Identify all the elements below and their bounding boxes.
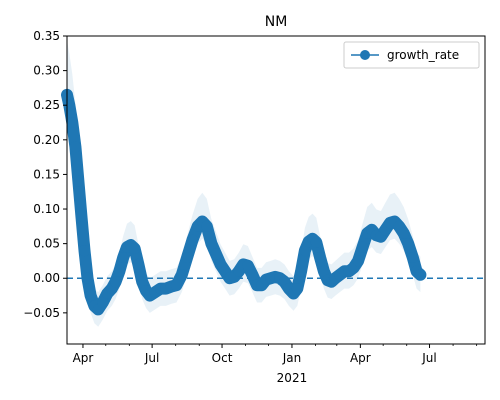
data-point [310, 236, 322, 248]
x-tick-label: Jan [282, 351, 302, 365]
legend: growth_rate [343, 41, 480, 69]
data-point [407, 252, 419, 263]
chart-title: NM [265, 14, 288, 30]
y-tick-label: 0.10 [33, 202, 60, 216]
data-point [186, 234, 198, 246]
data-point [246, 269, 258, 281]
data-point [75, 210, 87, 222]
x-axis: Apr Jul Oct Jan Apr Jul 2021 [73, 344, 478, 385]
data-point [113, 265, 125, 277]
y-tick-label: 0.20 [33, 133, 60, 147]
data-point [205, 238, 217, 250]
data-point [210, 248, 222, 260]
data-point [398, 227, 410, 239]
x-tick-label: Apr [350, 351, 371, 365]
data-point [79, 245, 90, 257]
data-point [357, 241, 369, 253]
data-point [314, 252, 326, 263]
y-axis: −0.05 0.00 0.05 0.10 0.15 0.20 0.25 0.30 0.35 [23, 29, 67, 320]
data-point [69, 141, 81, 153]
data-point [72, 175, 84, 187]
data-point [85, 290, 97, 302]
data-point [299, 245, 311, 257]
y-tick-label: 0.30 [33, 64, 60, 78]
y-tick-label: 0.05 [33, 237, 60, 251]
data-point [181, 252, 193, 263]
legend-entry-growth-rate: growth_rate [387, 48, 459, 62]
data-point [318, 265, 330, 277]
data-point [295, 265, 307, 277]
data-point [136, 276, 148, 288]
y-tick-label: −0.05 [23, 306, 60, 320]
y-tick-label: 0.15 [33, 167, 60, 181]
data-point [97, 297, 109, 308]
data-point [117, 252, 129, 263]
series-layer [61, 88, 427, 316]
x-tick-label: Oct [212, 351, 233, 365]
data-point [129, 243, 141, 254]
data-point [414, 269, 426, 281]
legend-box [343, 41, 480, 69]
x-tick-label: Jul [144, 351, 159, 365]
data-point [242, 260, 254, 272]
data-point [402, 238, 414, 250]
data-point [201, 220, 213, 232]
x-tick-label: Apr [73, 351, 94, 365]
data-point [352, 255, 364, 267]
legend-marker-swatch [360, 50, 370, 60]
data-point [66, 117, 78, 128]
plot-area-frame [66, 35, 486, 345]
data-point [82, 272, 93, 284]
data-point [110, 276, 122, 288]
y-tick-label: 0.35 [33, 29, 60, 43]
data-point [176, 269, 188, 281]
data-point [132, 258, 144, 270]
y-tick-label: 0.25 [33, 98, 60, 112]
y-tick-label: 0.00 [33, 271, 60, 285]
x-year-label: 2021 [277, 371, 308, 385]
data-point [291, 283, 303, 295]
data-point [170, 279, 182, 291]
x-tick-label: Jul [421, 351, 436, 365]
